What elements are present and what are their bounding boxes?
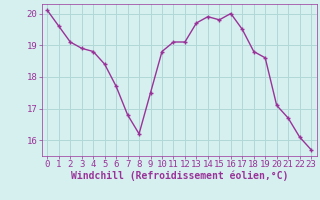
- X-axis label: Windchill (Refroidissement éolien,°C): Windchill (Refroidissement éolien,°C): [70, 171, 288, 181]
